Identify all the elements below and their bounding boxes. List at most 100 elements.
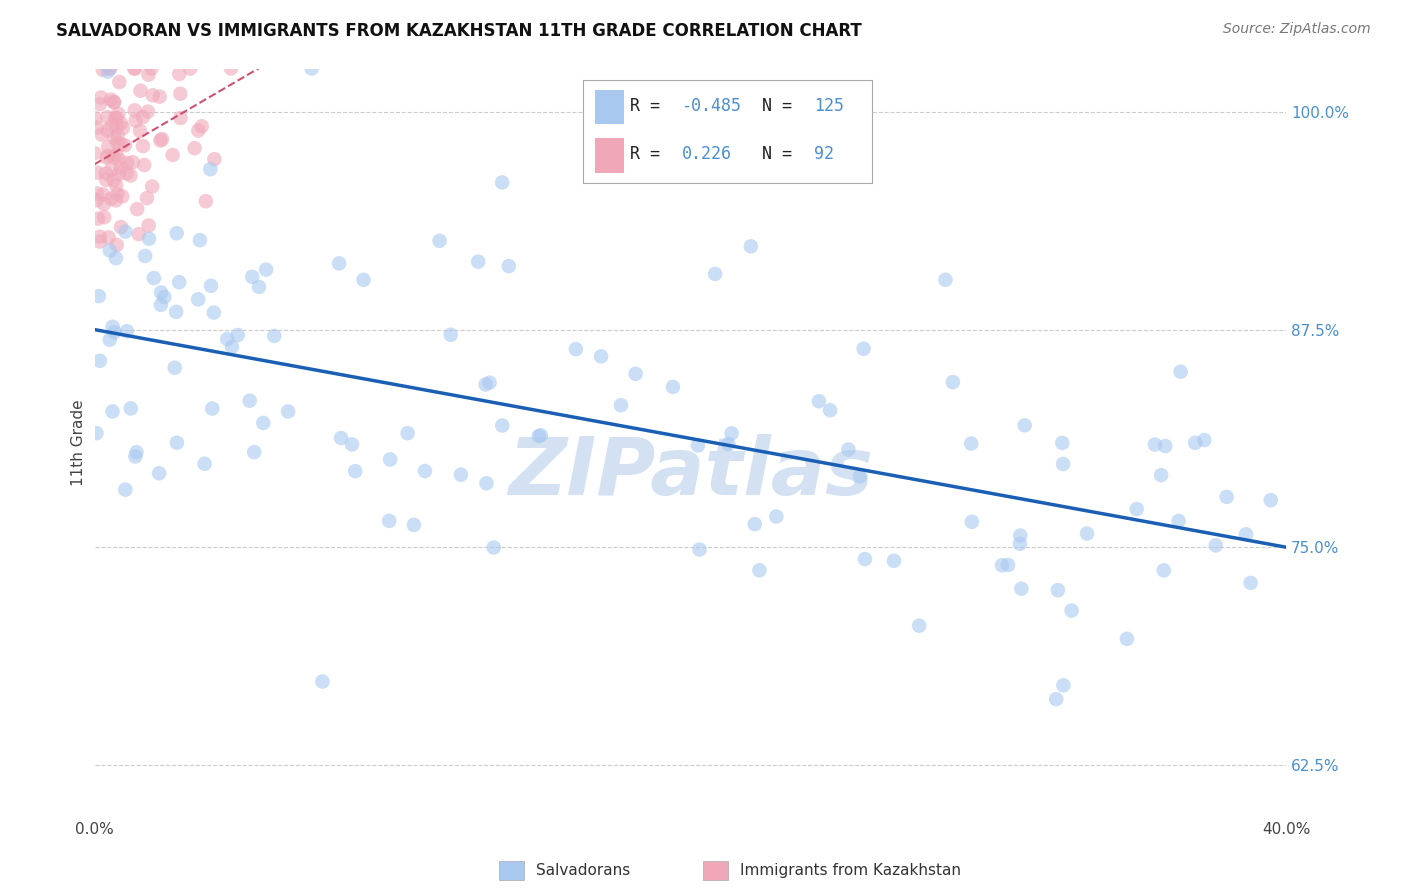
Point bbox=[91, 62, 114, 77]
Point bbox=[89, 229, 111, 244]
Point bbox=[103, 95, 125, 109]
Point bbox=[149, 133, 172, 147]
Point bbox=[93, 211, 115, 225]
Point bbox=[107, 186, 129, 201]
Point bbox=[1153, 563, 1175, 577]
Point bbox=[378, 514, 401, 528]
Text: Source: ZipAtlas.com: Source: ZipAtlas.com bbox=[1223, 22, 1371, 37]
Point bbox=[717, 437, 740, 451]
Point bbox=[252, 416, 274, 430]
Point bbox=[150, 285, 173, 300]
Text: -0.485: -0.485 bbox=[682, 97, 741, 115]
Point bbox=[150, 132, 173, 146]
Point bbox=[353, 273, 375, 287]
Point bbox=[138, 219, 160, 233]
Point bbox=[883, 554, 905, 568]
Point bbox=[129, 124, 152, 138]
Point bbox=[97, 140, 120, 154]
Point bbox=[124, 113, 146, 128]
Point bbox=[1076, 526, 1098, 541]
Point bbox=[100, 162, 122, 177]
Text: 125: 125 bbox=[814, 97, 844, 115]
Point bbox=[84, 112, 107, 126]
Point bbox=[142, 271, 165, 285]
Point bbox=[86, 186, 108, 201]
Point bbox=[108, 75, 131, 89]
Point bbox=[90, 90, 112, 104]
Point bbox=[1215, 490, 1237, 504]
Point bbox=[179, 62, 201, 76]
Point bbox=[169, 111, 191, 125]
Point bbox=[1154, 439, 1177, 453]
Point bbox=[89, 353, 111, 368]
Point bbox=[491, 418, 513, 433]
Point bbox=[105, 238, 128, 252]
Point bbox=[163, 360, 186, 375]
Point bbox=[167, 67, 190, 81]
Point bbox=[1184, 435, 1206, 450]
Point bbox=[194, 457, 217, 471]
Point bbox=[115, 324, 138, 338]
Point bbox=[991, 558, 1014, 573]
Point bbox=[120, 169, 142, 183]
Point bbox=[104, 251, 127, 265]
Point bbox=[83, 146, 105, 161]
Point bbox=[128, 227, 150, 241]
Point bbox=[254, 262, 277, 277]
Point bbox=[765, 509, 787, 524]
Point bbox=[110, 161, 132, 175]
Point bbox=[200, 162, 222, 177]
Point bbox=[1260, 493, 1282, 508]
Point bbox=[498, 259, 520, 273]
Point bbox=[263, 329, 285, 343]
Point bbox=[169, 87, 191, 101]
Point bbox=[1052, 436, 1074, 450]
Point bbox=[107, 128, 129, 142]
Point bbox=[124, 62, 146, 76]
Point bbox=[96, 151, 118, 165]
Point bbox=[138, 68, 160, 82]
Point bbox=[1060, 603, 1083, 617]
Point bbox=[153, 290, 176, 304]
Point bbox=[1116, 632, 1139, 646]
Point bbox=[104, 194, 127, 208]
Point bbox=[97, 230, 120, 244]
Point bbox=[330, 431, 353, 445]
Point bbox=[219, 62, 242, 76]
Point bbox=[402, 517, 425, 532]
Point bbox=[132, 110, 155, 124]
Point bbox=[148, 467, 170, 481]
Point bbox=[818, 403, 841, 417]
Text: SALVADORAN VS IMMIGRANTS FROM KAZAKHSTAN 11TH GRADE CORRELATION CHART: SALVADORAN VS IMMIGRANTS FROM KAZAKHSTAN… bbox=[56, 22, 862, 40]
Point bbox=[103, 173, 125, 187]
Point bbox=[105, 111, 128, 125]
Text: ZIPatlas: ZIPatlas bbox=[508, 434, 873, 512]
Point bbox=[1194, 433, 1216, 447]
Text: 0.226: 0.226 bbox=[682, 145, 731, 162]
Point bbox=[440, 327, 463, 342]
Point bbox=[1010, 528, 1032, 542]
Point bbox=[1052, 678, 1074, 692]
Point bbox=[1205, 538, 1227, 552]
Point bbox=[90, 128, 112, 142]
Point bbox=[117, 156, 139, 170]
Point bbox=[243, 445, 266, 459]
Point bbox=[107, 167, 129, 181]
Point bbox=[149, 89, 172, 103]
Point bbox=[491, 176, 513, 190]
Point bbox=[301, 62, 323, 76]
Point bbox=[475, 476, 498, 491]
Point bbox=[624, 367, 647, 381]
Bar bbox=[595, 137, 624, 173]
Text: 92: 92 bbox=[814, 145, 834, 162]
Point bbox=[1045, 692, 1067, 706]
Point bbox=[413, 464, 436, 478]
Point bbox=[142, 88, 165, 103]
Point bbox=[94, 173, 117, 187]
Point bbox=[105, 147, 128, 161]
Point bbox=[202, 152, 225, 166]
Point bbox=[141, 179, 163, 194]
Text: N =: N = bbox=[762, 145, 803, 162]
Point bbox=[86, 120, 108, 135]
Point bbox=[450, 467, 472, 482]
